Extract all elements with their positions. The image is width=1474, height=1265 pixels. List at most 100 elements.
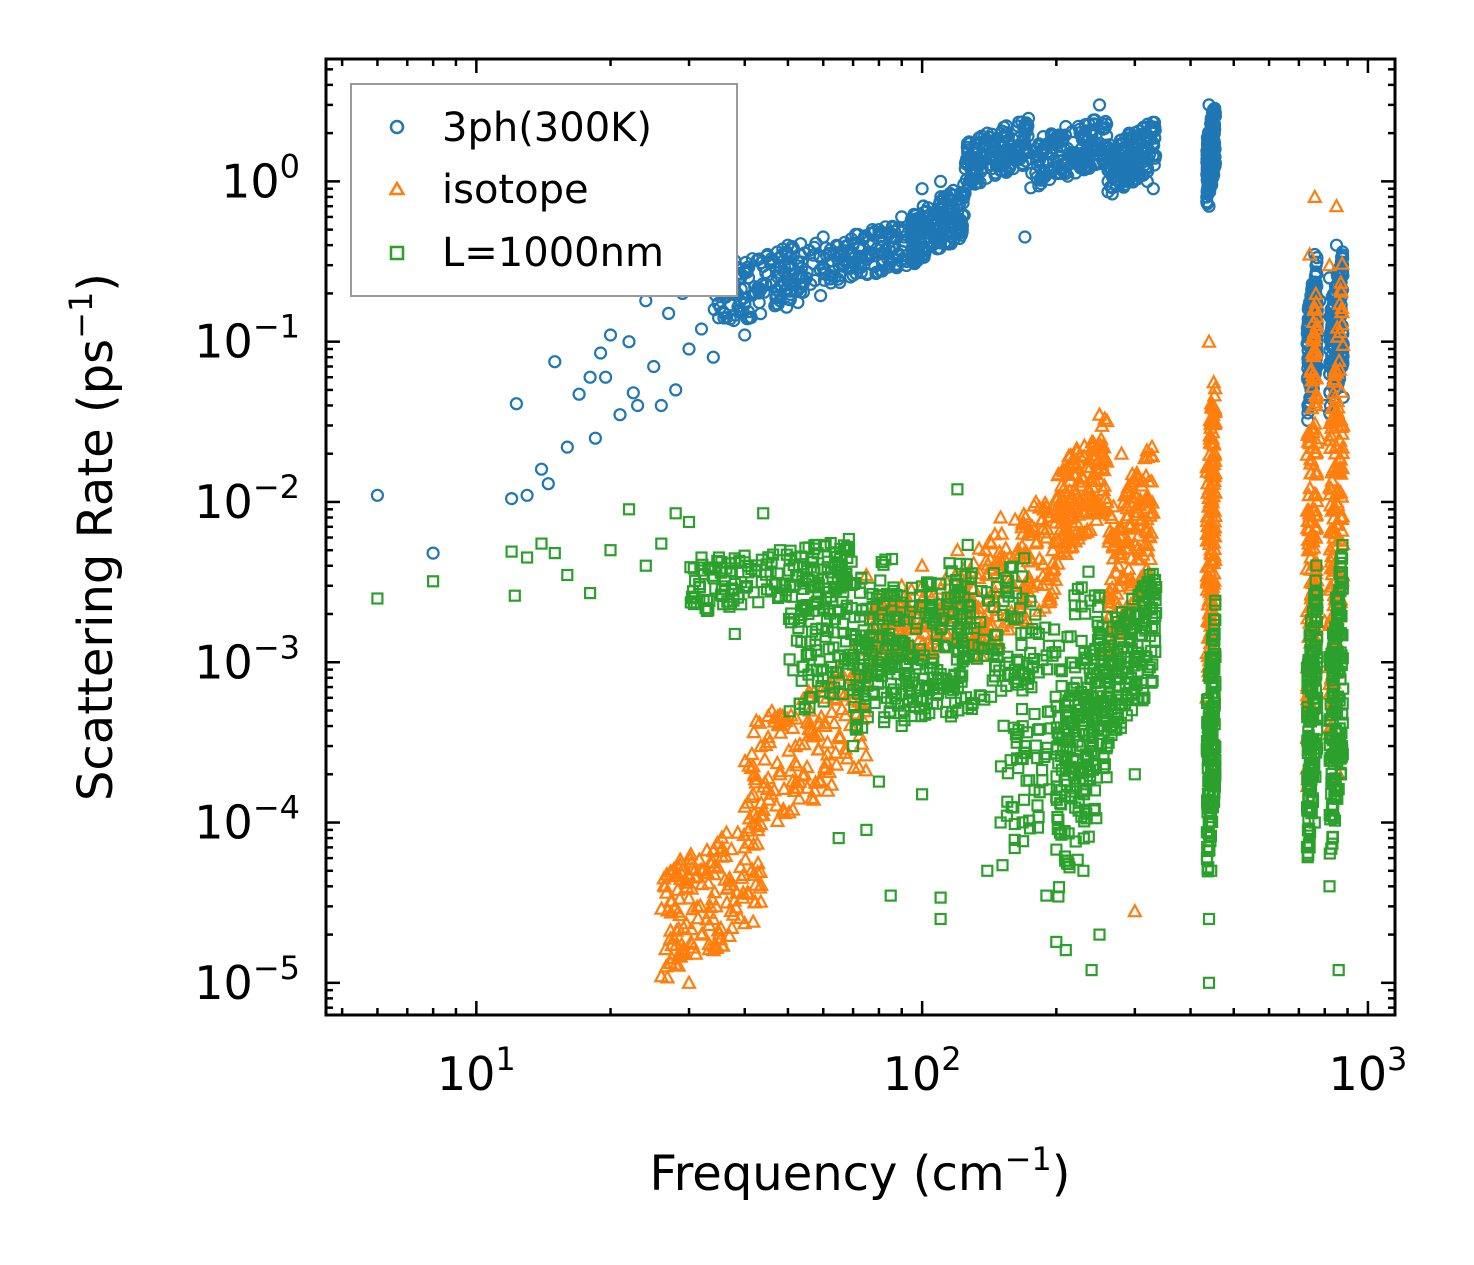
data-point xyxy=(1052,639,1066,652)
data-point xyxy=(1018,230,1032,244)
data-point xyxy=(761,733,778,749)
data-point xyxy=(947,607,960,620)
data-point xyxy=(1055,665,1068,678)
data-point xyxy=(1001,795,1014,808)
data-point xyxy=(1203,185,1217,199)
data-point xyxy=(1307,369,1323,384)
data-point xyxy=(859,247,874,262)
data-point xyxy=(508,589,521,602)
data-point xyxy=(1328,197,1345,213)
data-point xyxy=(1080,751,1093,764)
data-point xyxy=(1049,133,1063,148)
data-point xyxy=(1075,600,1088,613)
data-point xyxy=(1113,445,1130,460)
data-point xyxy=(918,702,931,715)
data-point xyxy=(1141,663,1154,677)
data-point xyxy=(1100,739,1114,753)
data-point xyxy=(768,578,782,591)
data-point xyxy=(1200,182,1215,196)
data-point xyxy=(1018,739,1032,753)
data-point xyxy=(1332,963,1345,977)
data-point xyxy=(1325,842,1338,855)
data-point xyxy=(1123,634,1136,647)
data-point xyxy=(1308,816,1321,829)
data-point xyxy=(855,572,868,585)
data-point xyxy=(656,877,672,892)
data-point xyxy=(1069,835,1082,848)
data-point xyxy=(685,590,699,603)
data-point xyxy=(1334,439,1351,454)
legend-marker-isotope xyxy=(388,180,406,196)
data-point xyxy=(1136,449,1153,465)
data-point xyxy=(1052,493,1069,508)
y-tick-label: 10−4 xyxy=(194,789,300,850)
data-point xyxy=(1017,793,1031,806)
data-point xyxy=(756,751,773,766)
data-point xyxy=(817,663,830,676)
data-point xyxy=(1070,488,1087,503)
data-point xyxy=(1202,199,1216,213)
data-point xyxy=(1333,465,1349,480)
data-point xyxy=(874,652,887,665)
data-point xyxy=(1124,465,1141,481)
data-point xyxy=(866,600,879,613)
data-point xyxy=(1077,162,1091,176)
data-point xyxy=(1311,630,1324,644)
data-point xyxy=(783,256,798,271)
data-point xyxy=(1321,256,1338,272)
data-point xyxy=(1130,651,1143,664)
data-point xyxy=(1119,507,1136,522)
data-point xyxy=(764,702,780,718)
data-point xyxy=(858,229,873,243)
data-point xyxy=(1204,146,1218,160)
data-point xyxy=(916,199,931,213)
data-point xyxy=(885,552,899,566)
data-point xyxy=(745,562,758,576)
data-point xyxy=(1059,464,1076,479)
data-point xyxy=(1304,372,1320,387)
data-point xyxy=(1024,646,1037,660)
data-point xyxy=(785,779,802,794)
data-point xyxy=(846,658,860,671)
data-point xyxy=(1063,490,1080,505)
data-point xyxy=(966,168,980,183)
data-point xyxy=(1329,496,1346,512)
data-point xyxy=(1138,519,1154,534)
legend-label-3ph: 3ph(300K) xyxy=(442,105,652,151)
data-point xyxy=(1075,581,1088,594)
data-point xyxy=(1308,529,1324,544)
data-point xyxy=(427,575,440,588)
data-point xyxy=(1334,303,1351,318)
data-point xyxy=(787,737,804,753)
data-point xyxy=(992,509,1009,524)
data-point xyxy=(817,695,830,708)
data-point xyxy=(685,939,702,954)
data-point xyxy=(1311,711,1324,725)
data-point xyxy=(639,559,652,572)
data-point xyxy=(747,286,761,300)
data-point xyxy=(1326,498,1343,514)
data-point xyxy=(839,543,852,556)
data-point xyxy=(813,289,828,303)
data-point xyxy=(1104,579,1121,595)
data-point xyxy=(1137,491,1154,506)
data-point xyxy=(772,762,788,778)
data-point xyxy=(1143,504,1159,520)
data-point xyxy=(795,674,808,687)
data-point xyxy=(1204,396,1221,411)
data-point xyxy=(1142,528,1159,544)
data-point xyxy=(917,205,932,219)
data-point xyxy=(1334,299,1350,314)
data-point xyxy=(1201,508,1217,523)
data-point xyxy=(1035,763,1049,777)
data-point xyxy=(1018,746,1031,759)
data-point xyxy=(1016,570,1029,583)
data-point xyxy=(988,659,1002,673)
x-tick-label: 102 xyxy=(883,1040,962,1101)
data-point xyxy=(657,940,674,956)
data-point xyxy=(1110,544,1126,560)
data-point xyxy=(1128,768,1141,781)
data-point xyxy=(1332,483,1349,499)
data-point xyxy=(748,774,764,789)
